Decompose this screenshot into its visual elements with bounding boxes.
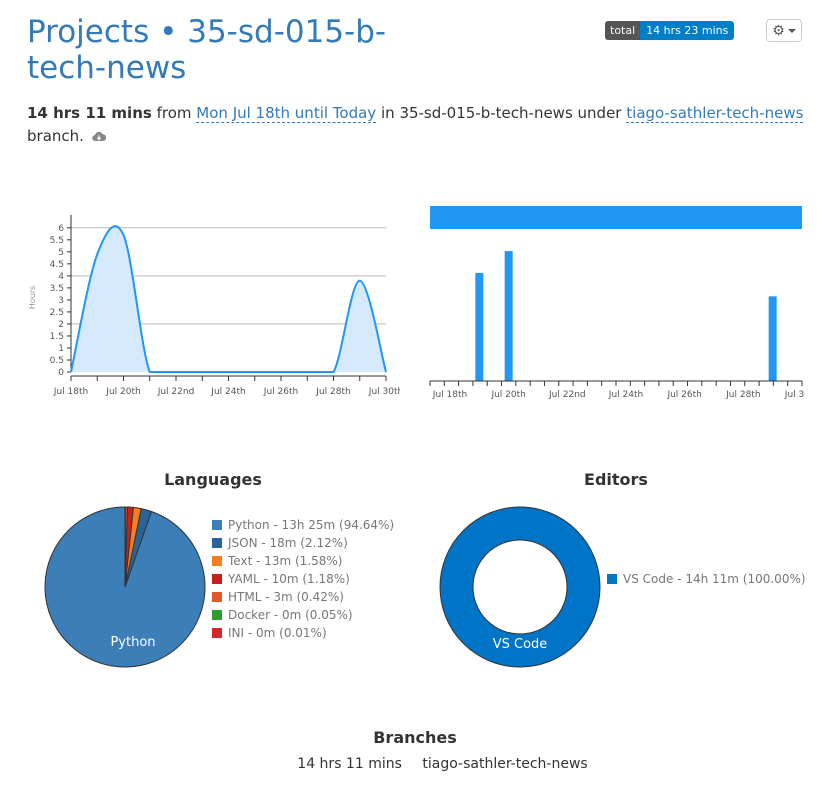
legend-swatch (212, 538, 222, 548)
y-tick-label: 2 (58, 320, 64, 330)
x-tick-label: Jul 22nd (548, 390, 586, 400)
area-line (70, 225, 387, 373)
legend-label: VS Code - 14h 11m (100.00%) (623, 572, 806, 586)
branch-row: 14 hrs 11 mins tiago-sathler-tech-news (0, 756, 820, 772)
summary-in: in (380, 104, 395, 122)
activity-area-chart: 0 0.5 1 1.5 2 2.5 3 3.5 4 4.5 5 5.5 6 Hours Jul 18th Ju… (28, 215, 400, 397)
language-legend-item: YAML - 10m (1.18%) (212, 570, 394, 588)
x-tick-label: Jul 22nd (157, 387, 195, 397)
legend-label: Text - 13m (1.58%) (228, 554, 343, 568)
legend-swatch (212, 574, 222, 584)
language-legend-item: INI - 0m (0.01%) (212, 624, 394, 642)
y-tick-label: 5.5 (50, 236, 64, 246)
y-tick-label: 4.5 (50, 260, 64, 270)
cloud-download-icon[interactable] (91, 126, 106, 149)
languages-title: Languages (164, 470, 262, 489)
y-tick-label: 6 (58, 224, 64, 234)
project-name: 35-sd-015-b-tech-news (27, 14, 387, 86)
legend-label: INI - 0m (0.01%) (228, 626, 327, 640)
pie-slice-label: VS Code (493, 637, 548, 652)
day-bar (475, 272, 484, 381)
total-bar (430, 206, 802, 229)
language-legend-item: Text - 13m (1.58%) (212, 552, 394, 570)
legend-swatch (212, 610, 222, 620)
legend-swatch (607, 574, 617, 584)
legend-label: HTML - 3m (0.42%) (228, 590, 344, 604)
legend-swatch (212, 628, 222, 638)
legend-label: Python - 13h 25m (94.64%) (228, 518, 395, 532)
x-tick-label: Jul 24th (608, 390, 643, 400)
y-tick-label: 1 (58, 344, 64, 354)
y-tick-label: 0 (58, 368, 64, 378)
summary-from: from (156, 104, 192, 122)
language-legend-item: HTML - 3m (0.42%) (212, 588, 394, 606)
legend-label: Docker - 0m (0.05%) (228, 608, 353, 622)
total-badge-label: total (605, 21, 641, 40)
languages-pie-chart: Python (44, 506, 206, 668)
legend-swatch (212, 520, 222, 530)
x-tick-label: Jul 26th (666, 390, 701, 400)
legend-swatch (212, 592, 222, 602)
x-tick-label: Jul 20th (105, 387, 140, 397)
total-badge-value: 14 hrs 23 mins (640, 21, 735, 40)
day-bar (768, 296, 777, 381)
x-tick-label: Jul 18th (432, 390, 467, 400)
y-tick-label: 4 (58, 272, 64, 282)
editor-legend-item: VS Code - 14h 11m (100.00%) (607, 570, 806, 588)
language-legend-item: JSON - 18m (2.12%) (212, 534, 394, 552)
language-legend-item: Python - 13h 25m (94.64%) (212, 516, 394, 534)
x-tick-label: Jul 18th (53, 387, 88, 397)
branch-time: 14 hrs 11 mins (297, 756, 402, 772)
summary-text: 14 hrs 11 mins from Mon Jul 18th until T… (27, 102, 817, 149)
editors-donut-chart: VS Code (439, 506, 601, 668)
y-tick-label: 3 (58, 296, 64, 306)
x-tick-label: Jul 28th (725, 390, 760, 400)
editors-title: Editors (584, 470, 648, 489)
y-axis-label: Hours (28, 286, 37, 309)
x-tick-label: Jul 30th (368, 387, 400, 397)
editors-legend: VS Code - 14h 11m (100.00%) (607, 570, 806, 588)
settings-dropdown-button[interactable]: ⚙ (766, 19, 802, 42)
x-tick-label: Jul 20th (490, 390, 525, 400)
caret-down-icon (787, 28, 796, 33)
activity-bar-chart: Jul 18th Jul 20th Jul 22nd Jul 24th Jul 26th… (429, 206, 805, 400)
donut-hole (472, 539, 568, 635)
legend-label: JSON - 18m (2.12%) (228, 536, 348, 550)
legend-label: YAML - 10m (1.18%) (228, 572, 350, 586)
pie-slice-label: Python (110, 635, 155, 650)
x-tick-label: Jul 28th (315, 387, 350, 397)
x-tick-label: Jul 26th (263, 387, 298, 397)
branch-picker[interactable]: tiago-sathler-tech-news (626, 104, 804, 123)
legend-swatch (212, 556, 222, 566)
projects-link[interactable]: Projects (27, 14, 150, 50)
y-tick-label: 2.5 (50, 308, 64, 318)
day-bar (504, 251, 513, 381)
y-tick-label: 5 (58, 248, 64, 258)
summary-project: 35-sd-015-b-tech-news (399, 104, 573, 122)
page-title: Projects • 35-sd-015-b-tech-news (27, 14, 427, 86)
summary-duration: 14 hrs 11 mins (27, 104, 152, 122)
branches-title: Branches (373, 728, 457, 747)
y-tick-label: 3.5 (50, 284, 64, 294)
branch-name: tiago-sathler-tech-news (422, 756, 588, 772)
y-tick-label: 1.5 (50, 332, 64, 342)
y-tick-label: 0.5 (50, 356, 64, 366)
language-legend-item: Docker - 0m (0.05%) (212, 606, 394, 624)
gear-icon: ⚙ (772, 22, 785, 39)
title-separator: • (159, 14, 178, 50)
summary-under: under (577, 104, 622, 122)
x-tick-label: Jul 30th (784, 390, 805, 400)
date-range-picker[interactable]: Mon Jul 18th until Today (196, 104, 377, 123)
languages-legend: Python - 13h 25m (94.64%) JSON - 18m (2.1… (212, 516, 394, 642)
total-time-badge: total 14 hrs 23 mins (605, 21, 735, 40)
area-fill (71, 226, 386, 372)
x-tick-label: Jul 24th (210, 387, 245, 397)
summary-branch-word: branch. (27, 127, 84, 145)
